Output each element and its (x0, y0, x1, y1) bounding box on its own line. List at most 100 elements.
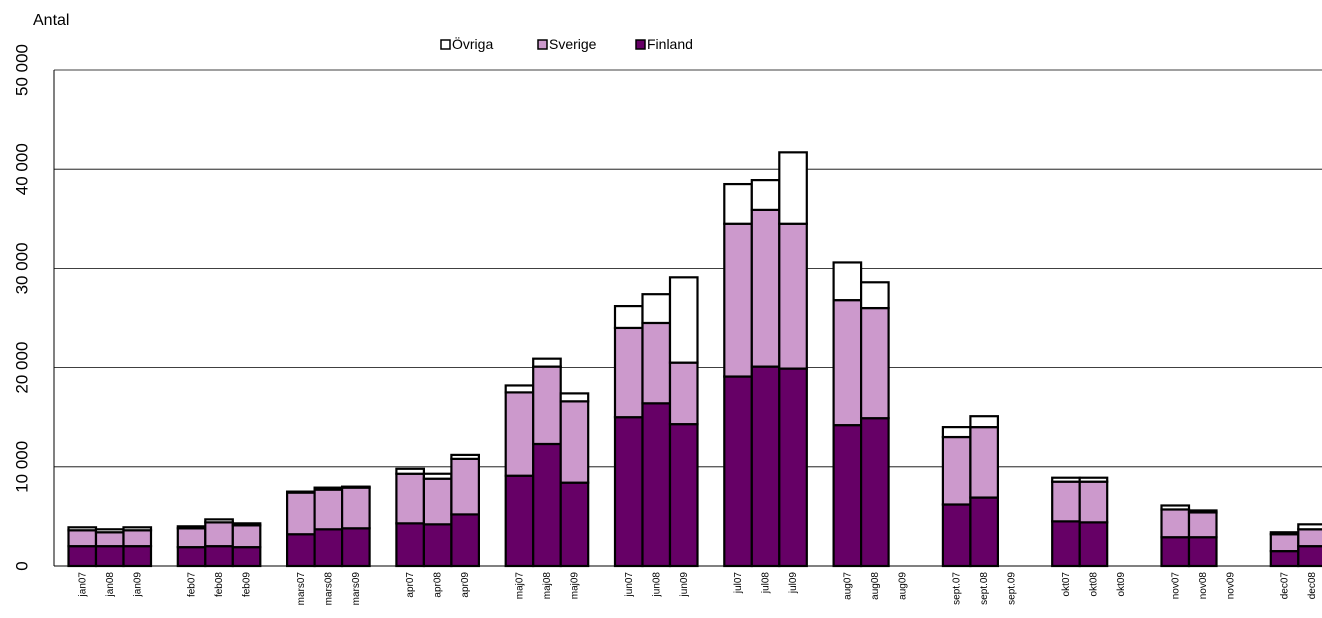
legend-label: Sverige (549, 36, 597, 52)
bar-segment (176, 546, 207, 568)
bar-segment (286, 491, 316, 536)
bar-segment (832, 299, 863, 427)
y-tick-label: 30 000 (12, 242, 31, 294)
x-tick-label: feb08 (214, 572, 225, 597)
bar-segment (668, 276, 699, 364)
bar-segment (613, 304, 644, 330)
bar-segment (778, 151, 808, 225)
bar-segment (422, 472, 453, 480)
y-tick-label: 20 000 (12, 342, 31, 394)
bar-segment (778, 222, 808, 370)
x-tick-label: maj09 (569, 572, 580, 600)
x-tick-label: jul08 (761, 572, 772, 595)
bar-segment (1160, 504, 1191, 511)
bar-segment (941, 435, 972, 506)
bar-segment (67, 526, 98, 532)
bar-segment (723, 182, 753, 225)
bar-segment (941, 426, 972, 439)
bar-segment (341, 527, 371, 568)
bar-segment (395, 522, 425, 568)
bar-segment (750, 179, 781, 211)
bar-segment (668, 423, 699, 568)
bar-segment (313, 488, 344, 531)
x-tick-label: sept.07 (952, 572, 963, 605)
bar-segment (395, 472, 425, 525)
bar-segment (395, 467, 425, 475)
bar-segment (532, 442, 562, 568)
x-tick-label: dec07 (1280, 572, 1291, 600)
bar-segment (559, 481, 590, 568)
y-tick-label: 10 000 (12, 441, 31, 493)
legend-swatch (440, 39, 451, 50)
bar-segment (1160, 536, 1191, 568)
x-tick-label: feb09 (242, 572, 253, 597)
bar-segment (422, 523, 453, 568)
bar-segment (67, 529, 98, 548)
bar-segment (231, 522, 262, 527)
bar-segment (94, 528, 125, 534)
x-tick-label: dec08 (1307, 572, 1318, 600)
x-tick-label: okt07 (1061, 572, 1072, 597)
bar-segment (1269, 531, 1300, 536)
x-tick-label: feb07 (187, 572, 198, 597)
gridlines (54, 69, 1322, 468)
bar-segment (859, 281, 890, 310)
axes (53, 70, 1322, 567)
x-tick-label: nov09 (1225, 572, 1236, 600)
bar-segment (176, 525, 207, 530)
bar-segment (969, 415, 1000, 429)
bar-segment (613, 326, 644, 419)
bar-segment (122, 529, 153, 548)
x-tick-label: apr09 (460, 572, 471, 598)
x-tick-label: aug08 (870, 572, 881, 600)
bar-segment (532, 357, 562, 368)
bar-segment (750, 365, 781, 568)
x-tick-label: aug07 (842, 572, 853, 600)
bar-segment (450, 457, 480, 516)
bar-segment (969, 496, 1000, 568)
bar-segment (778, 367, 808, 568)
x-tick-label: aug09 (897, 572, 908, 600)
bar-segment (231, 524, 262, 549)
x-tick-labels: jan07 jan08 jan09 feb07 feb08 feb09 mars07 mars… (77, 572, 1318, 606)
bar-segment (204, 545, 234, 568)
bars (67, 151, 1322, 568)
legend-swatch (537, 39, 548, 50)
x-tick-label: okt08 (1088, 572, 1099, 597)
x-tick-label: mars09 (351, 572, 362, 606)
x-tick-label: jan07 (77, 572, 88, 598)
bar-segment (450, 513, 480, 568)
x-tick-label: mars07 (296, 572, 307, 606)
bar-segment (559, 392, 590, 403)
y-tick-label: 0 (12, 561, 31, 570)
bar-segment (750, 208, 781, 368)
legend-label: Övriga (452, 35, 493, 52)
bar-segment (422, 477, 453, 526)
bar-segment (668, 361, 699, 426)
bar-segment (969, 426, 1000, 499)
bar-segment (832, 261, 863, 302)
bar-segment (1078, 480, 1109, 524)
legend-swatch (635, 39, 646, 50)
y-tick-labels: 0 10 000 20 000 30 000 40 000 50 000 (12, 44, 31, 571)
x-tick-label: jun07 (624, 572, 635, 598)
bar-segment (231, 546, 262, 568)
y-tick-label: 40 000 (12, 143, 31, 195)
bar-segment (859, 417, 890, 568)
bar-segment (286, 533, 316, 568)
bar-segment (176, 527, 207, 549)
x-tick-label: mars08 (323, 572, 334, 606)
bar-segment (94, 545, 125, 568)
bar-segment (1078, 521, 1109, 568)
x-tick-label: jan09 (132, 572, 143, 598)
x-tick-label: jan08 (105, 572, 116, 598)
bar-segment (532, 365, 562, 446)
x-tick-label: apr08 (433, 572, 444, 598)
bar-segment (313, 486, 344, 491)
bar-segment (1269, 550, 1300, 568)
bar-segment (1160, 508, 1191, 539)
bar-segment (641, 293, 672, 325)
bar-segment (1187, 509, 1218, 514)
bar-segment (1051, 480, 1081, 523)
bar-segment (613, 416, 644, 568)
